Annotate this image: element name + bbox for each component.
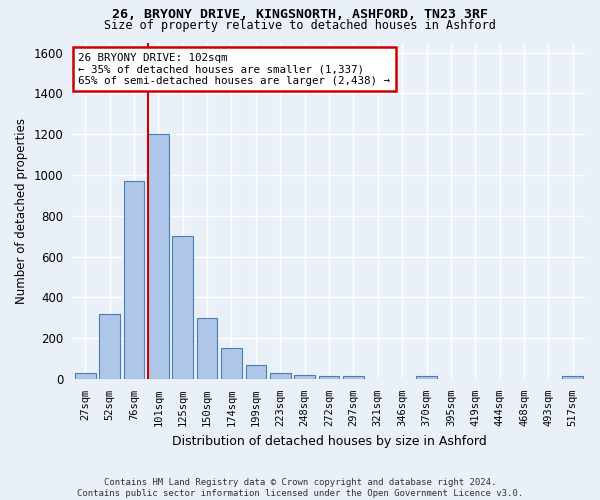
Bar bbox=[562, 376, 583, 379]
Bar bbox=[343, 376, 364, 379]
Bar bbox=[221, 348, 242, 379]
X-axis label: Distribution of detached houses by size in Ashford: Distribution of detached houses by size … bbox=[172, 434, 487, 448]
Bar bbox=[75, 373, 95, 379]
Bar bbox=[294, 375, 315, 379]
Bar bbox=[245, 364, 266, 379]
Text: 26, BRYONY DRIVE, KINGSNORTH, ASHFORD, TN23 3RF: 26, BRYONY DRIVE, KINGSNORTH, ASHFORD, T… bbox=[112, 8, 488, 20]
Bar bbox=[270, 373, 290, 379]
Bar bbox=[319, 376, 340, 379]
Y-axis label: Number of detached properties: Number of detached properties bbox=[15, 118, 28, 304]
Text: 26 BRYONY DRIVE: 102sqm
← 35% of detached houses are smaller (1,337)
65% of semi: 26 BRYONY DRIVE: 102sqm ← 35% of detache… bbox=[78, 52, 390, 86]
Bar bbox=[148, 134, 169, 379]
Text: Size of property relative to detached houses in Ashford: Size of property relative to detached ho… bbox=[104, 19, 496, 32]
Bar bbox=[416, 376, 437, 379]
Bar bbox=[172, 236, 193, 379]
Text: Contains HM Land Registry data © Crown copyright and database right 2024.
Contai: Contains HM Land Registry data © Crown c… bbox=[77, 478, 523, 498]
Bar bbox=[197, 318, 217, 379]
Bar bbox=[99, 314, 120, 379]
Bar bbox=[124, 181, 145, 379]
